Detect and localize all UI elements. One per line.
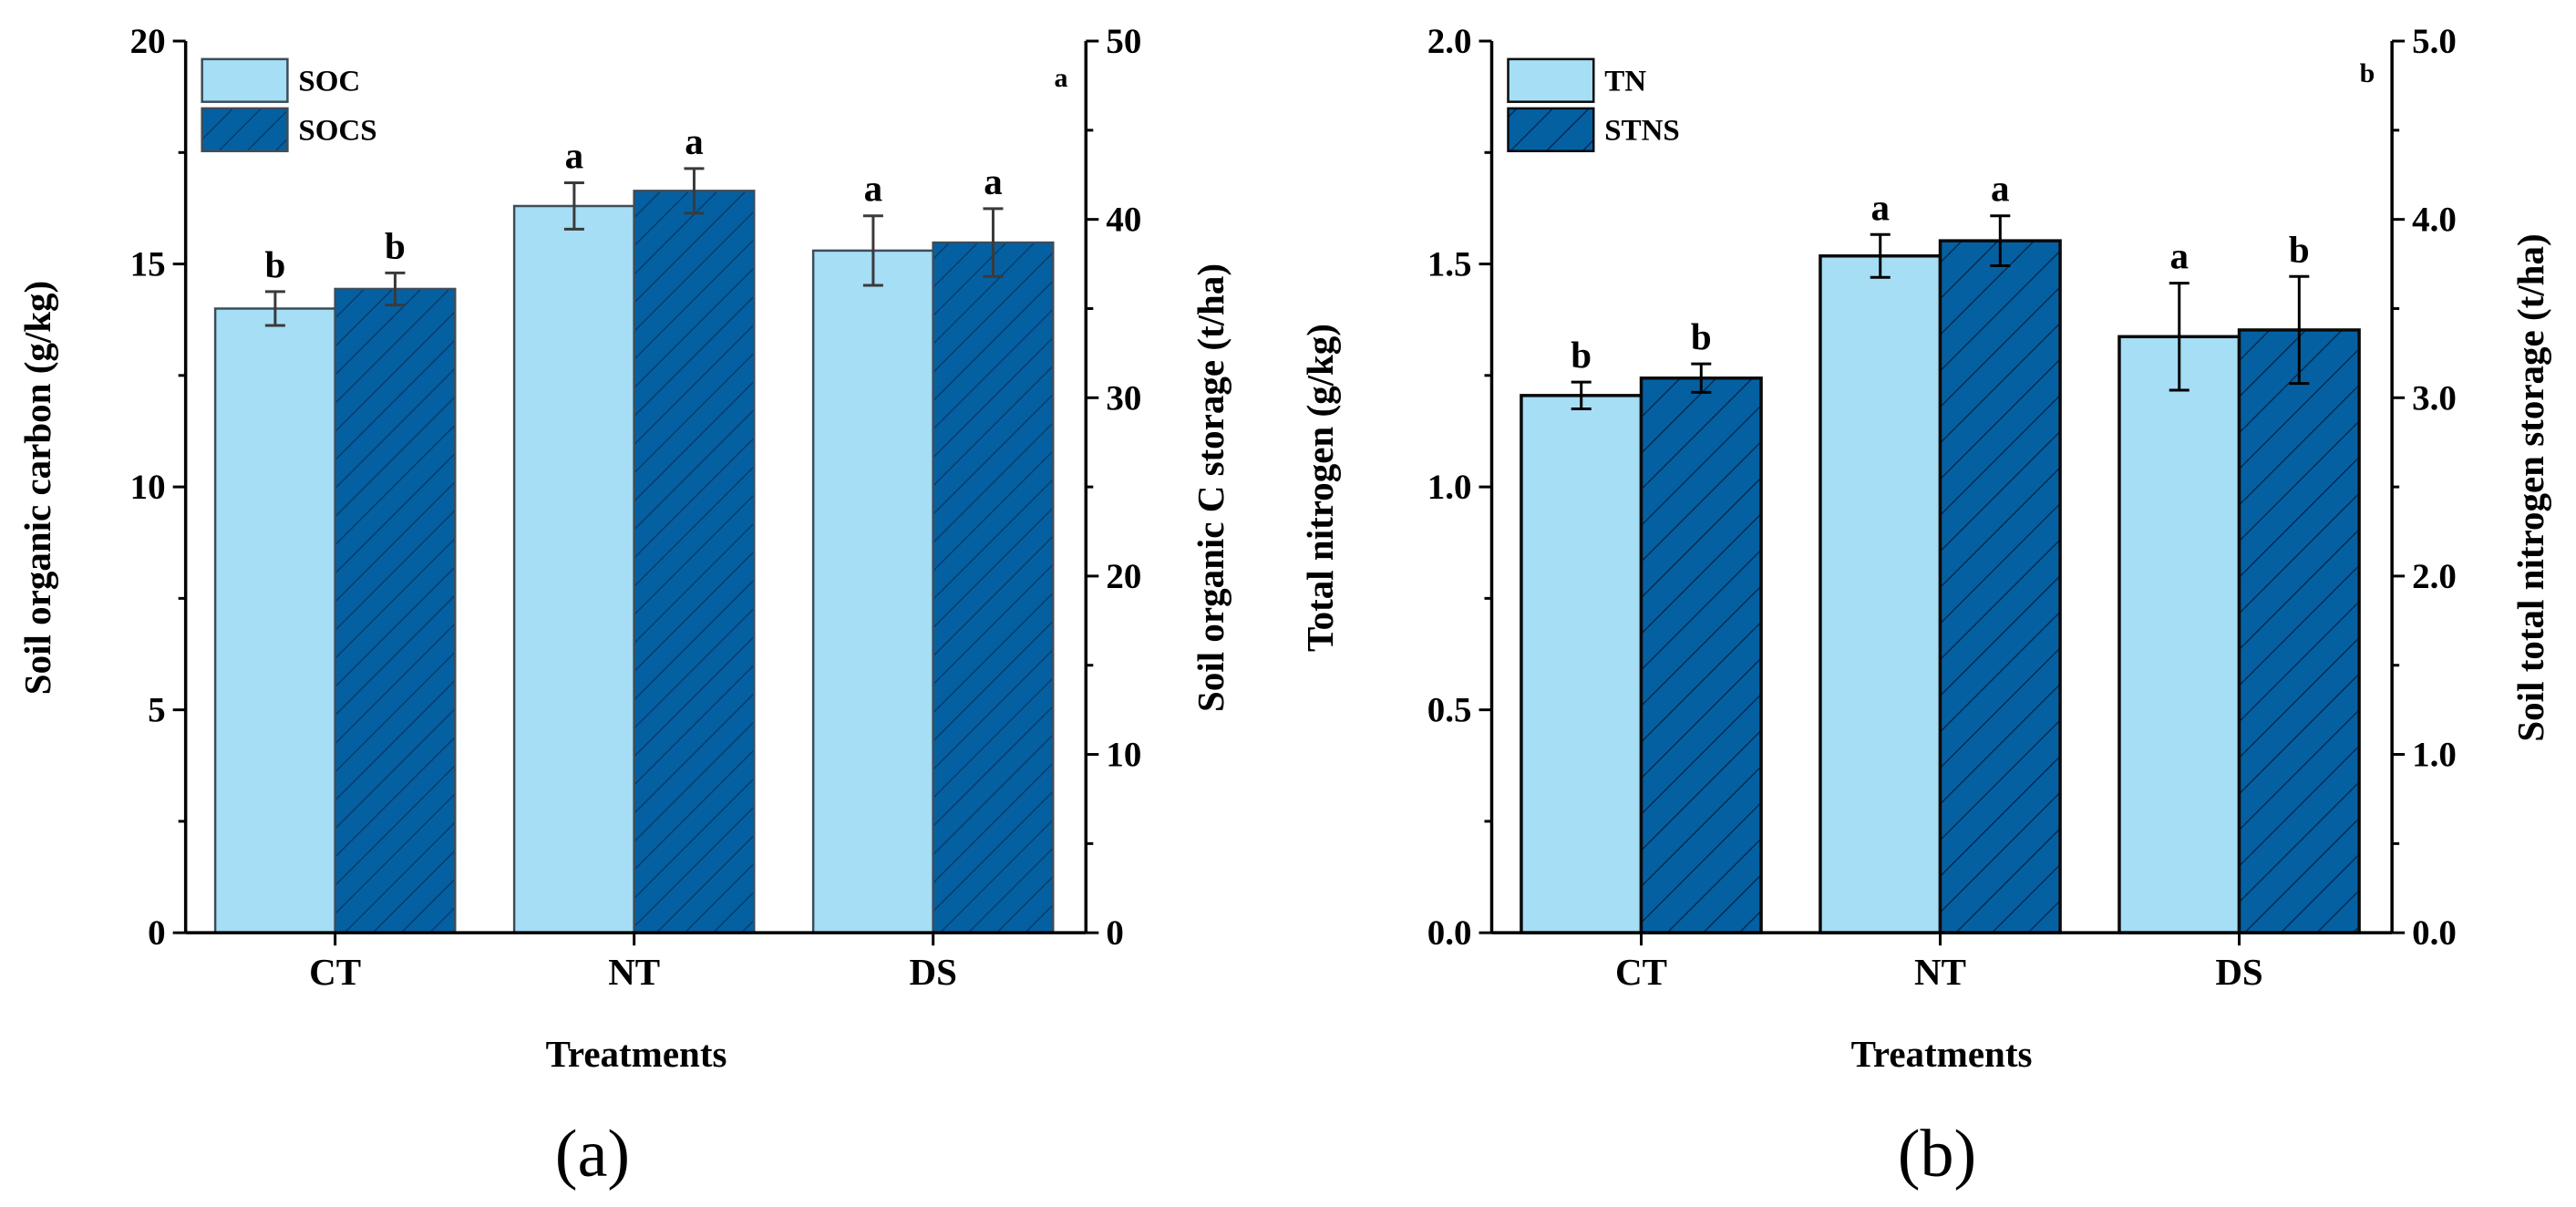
bar-STNS-NT bbox=[1938, 239, 2062, 934]
bar-TN-CT bbox=[1520, 394, 1643, 934]
chart-panel-b: b Treatments Total nitrogen (g/kg) Soil … bbox=[1299, 22, 2551, 1192]
y-tick-label-left: 1.5 bbox=[1427, 245, 1472, 284]
error-bar-SOCS-DS bbox=[983, 207, 1004, 278]
x-axis-title: Treatments bbox=[546, 1033, 727, 1075]
significance-label-TN-CT: b bbox=[1571, 334, 1592, 376]
y-tick-label-right: 50 bbox=[1106, 22, 1141, 61]
legend-swatch-STNS bbox=[1507, 107, 1595, 152]
y-tick-label-right: 1.0 bbox=[2412, 736, 2457, 775]
error-bar-TN-CT bbox=[1571, 380, 1592, 411]
bar-SOC-CT bbox=[213, 307, 336, 934]
y-tick-label-left: 0.0 bbox=[1427, 913, 1472, 953]
y-tick-label-left: 10 bbox=[130, 468, 166, 507]
error-bar-TN-DS bbox=[2169, 282, 2190, 392]
y-tick-label-left: 15 bbox=[130, 245, 166, 284]
significance-label-STNS-DS: b bbox=[2289, 228, 2310, 270]
plot-area: b b a a a b bbox=[1520, 168, 2361, 934]
plot-area: b b a a a a bbox=[213, 120, 1055, 934]
legend-swatch-TN bbox=[1507, 57, 1595, 103]
legend-swatch-SOC bbox=[201, 57, 289, 103]
error-bar-SOCS-NT bbox=[684, 167, 705, 215]
y-axis-title-right: Soil total nitrogen storage (t/ha) bbox=[2509, 233, 2551, 741]
bar-TN-NT bbox=[1819, 254, 1942, 934]
significance-label-SOCS-NT: a bbox=[685, 120, 704, 162]
legend-label-STNS: STNS bbox=[1604, 115, 1680, 148]
panel-caption: (a) bbox=[555, 1117, 630, 1192]
bar-SOCS-NT bbox=[633, 190, 756, 934]
bar-STNS-CT bbox=[1639, 377, 1763, 934]
y-tick-label-right: 10 bbox=[1106, 736, 1141, 775]
significance-label-SOC-DS: a bbox=[864, 168, 883, 210]
significance-label-SOC-NT: a bbox=[565, 135, 584, 177]
significance-label-STNS-CT: b bbox=[1691, 315, 1712, 357]
y-tick-label-right: 40 bbox=[1106, 201, 1141, 240]
error-bar-SOC-DS bbox=[862, 214, 883, 287]
bar-SOCS-CT bbox=[334, 287, 457, 934]
y-tick-label-right: 20 bbox=[1106, 557, 1141, 596]
chart-panel-a: a Treatments Soil organic carbon (g/kg) … bbox=[16, 22, 1231, 1192]
bar-SOCS-DS bbox=[932, 241, 1055, 934]
error-bar-STNS-DS bbox=[2289, 274, 2310, 386]
panel-corner-label: b bbox=[2360, 58, 2375, 88]
x-tick-label-CT: CT bbox=[309, 951, 361, 993]
x-tick-label-NT: NT bbox=[1914, 951, 1966, 993]
y-tick-label-right: 4.0 bbox=[2412, 201, 2457, 240]
legend: TN STNS bbox=[1507, 57, 1680, 152]
y-tick-label-left: 0 bbox=[148, 913, 166, 953]
y-tick-label-left: 1.0 bbox=[1427, 468, 1472, 507]
significance-label-SOCS-DS: a bbox=[984, 160, 1003, 202]
y-tick-label-left: 0.5 bbox=[1427, 691, 1472, 730]
x-tick-label-DS: DS bbox=[2215, 951, 2262, 993]
legend: SOC SOCS bbox=[201, 57, 377, 152]
legend-label-SOCS: SOCS bbox=[298, 115, 376, 148]
error-bar-STNS-NT bbox=[1990, 214, 2011, 268]
bar-TN-DS bbox=[2117, 335, 2241, 934]
error-bar-SOC-CT bbox=[264, 290, 285, 327]
y-axis-title-right: Soil organic C storage (t/ha) bbox=[1190, 263, 1231, 712]
bar-SOC-DS bbox=[811, 249, 934, 934]
error-bar-STNS-CT bbox=[1691, 362, 1712, 394]
y-tick-label-right: 30 bbox=[1106, 378, 1141, 418]
panel-caption: (b) bbox=[1898, 1117, 1976, 1192]
x-tick-label-NT: NT bbox=[608, 951, 660, 993]
legend-label-TN: TN bbox=[1604, 66, 1646, 98]
significance-label-STNS-NT: a bbox=[1991, 168, 2010, 210]
significance-label-TN-NT: a bbox=[1870, 186, 1890, 228]
y-tick-label-right: 0 bbox=[1106, 913, 1124, 953]
y-tick-label-right: 2.0 bbox=[2412, 557, 2457, 596]
error-bar-SOC-NT bbox=[563, 181, 584, 231]
significance-label-TN-DS: a bbox=[2169, 235, 2189, 277]
significance-label-SOCS-CT: b bbox=[385, 224, 406, 266]
error-bar-SOCS-CT bbox=[385, 271, 406, 307]
x-tick-label-CT: CT bbox=[1615, 951, 1667, 993]
x-axis-title: Treatments bbox=[1851, 1033, 2033, 1075]
y-axis-title-left: Soil organic carbon (g/kg) bbox=[16, 281, 58, 695]
y-tick-label-right: 0.0 bbox=[2412, 913, 2457, 953]
error-bar-TN-NT bbox=[1870, 232, 1891, 279]
y-tick-label-right: 5.0 bbox=[2412, 22, 2457, 61]
bar-STNS-DS bbox=[2237, 328, 2361, 934]
y-tick-label-left: 2.0 bbox=[1427, 22, 1472, 61]
x-tick-label-DS: DS bbox=[909, 951, 956, 993]
legend-swatch-SOCS bbox=[201, 107, 289, 152]
bar-SOC-NT bbox=[512, 204, 635, 934]
y-axis-title-left: Total nitrogen (g/kg) bbox=[1299, 324, 1341, 652]
significance-label-SOC-CT: b bbox=[264, 243, 285, 285]
y-tick-label-left: 20 bbox=[130, 22, 166, 61]
legend-label-SOC: SOC bbox=[298, 66, 360, 98]
y-tick-label-right: 3.0 bbox=[2412, 378, 2457, 418]
panel-corner-label: a bbox=[1055, 63, 1068, 93]
y-tick-label-left: 5 bbox=[148, 691, 166, 730]
